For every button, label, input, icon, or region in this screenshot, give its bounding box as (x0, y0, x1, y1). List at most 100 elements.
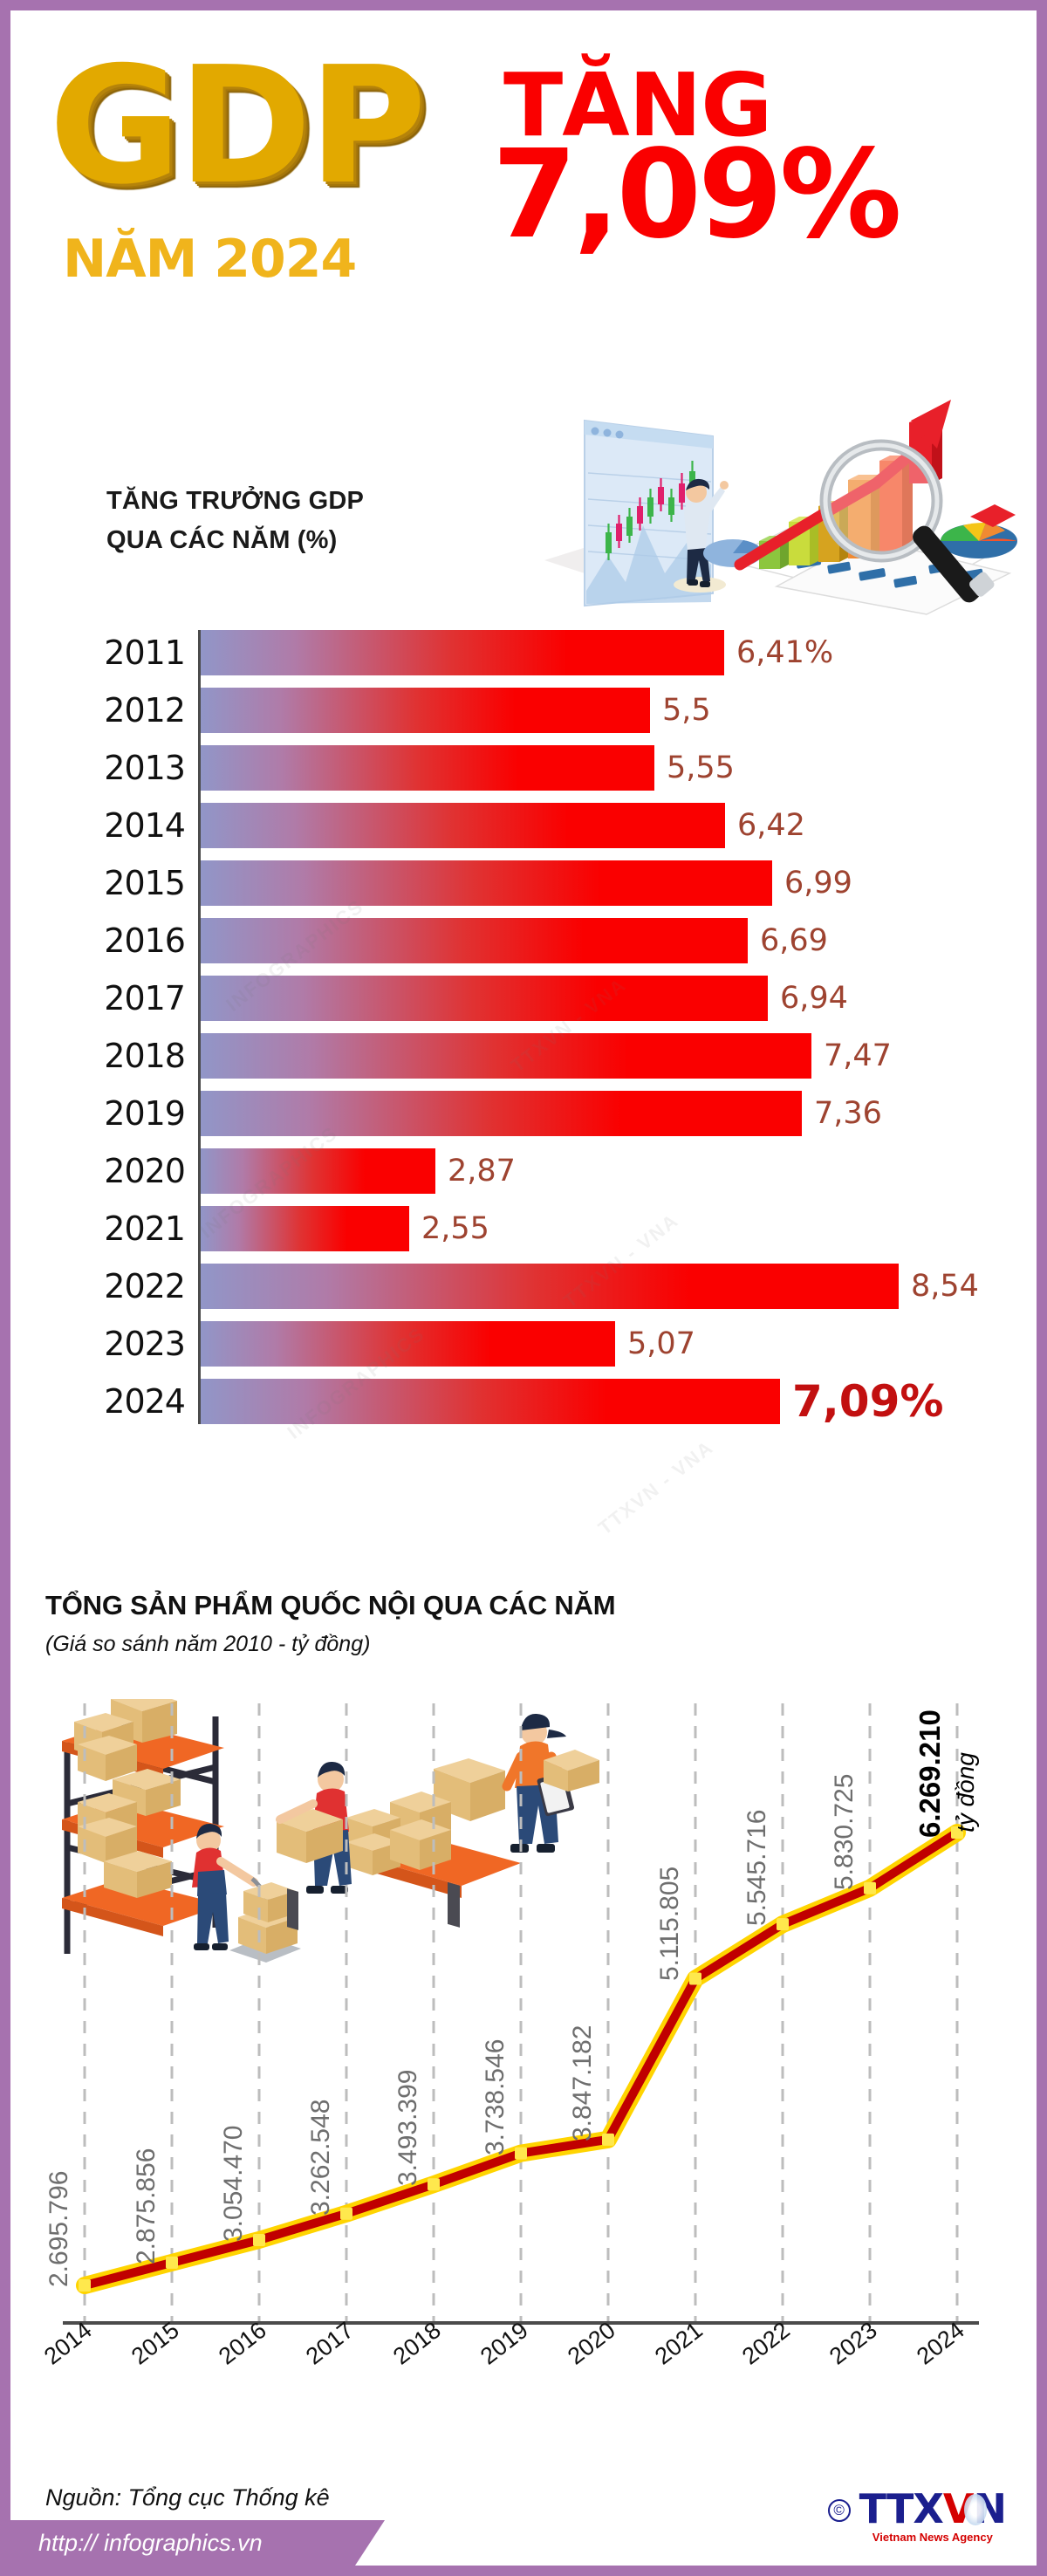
line-chart-value-label: 3.262.548 (306, 2099, 335, 2216)
bar-value-label: 5,07 (627, 1326, 695, 1361)
line-chart-title: TỔNG SẢN PHẨM QUỐC NỘI QUA CÁC NĂM (45, 1590, 616, 1620)
bar-value-label: 6,41% (736, 635, 834, 670)
source-note: Nguồn: Tổng cục Thống kê (45, 2484, 330, 2511)
gdp-total-line-chart: 2.695.796 2.875.856 3.054.470 3.262.548 3.49… (10, 1686, 1023, 2471)
bar-fill (201, 1321, 615, 1367)
header: GDP NĂM 2024 TĂNG 7,09% (10, 10, 1037, 377)
bar-row: 2019 7,36 (10, 1091, 1023, 1136)
line-chart-value-label: 6.269.210 (914, 1709, 946, 1839)
warehouse-illustration (58, 1690, 599, 1983)
bar-value-label: 5,5 (662, 693, 711, 728)
bar-fill (201, 1206, 409, 1251)
analytics-illustration (534, 386, 1023, 626)
line-chart-value-label: 2.875.856 (132, 2148, 161, 2264)
bar-value-label: 7,47 (824, 1038, 892, 1073)
bar-chart-title-line1: TĂNG TRƯỞNG GDP (106, 487, 365, 515)
page-subtitle-year: NĂM 2024 (63, 229, 357, 290)
logo-swoosh-icon (964, 2494, 987, 2525)
bar-value-label: 6,69 (760, 923, 828, 958)
bar-year-label: 2018 (104, 1037, 186, 1075)
line-chart-value-label: 3.738.546 (481, 2038, 510, 2155)
bar-year-label: 2012 (104, 691, 186, 730)
line-chart-value-label: 5.545.716 (742, 1809, 771, 1927)
bar-fill (201, 1379, 780, 1424)
line-chart-point (79, 2279, 91, 2292)
bar-row: 2024 7,09% (10, 1376, 1023, 1427)
bar-row: 2020 2,87 (10, 1148, 1023, 1194)
bar-row: 2016 6,69 (10, 918, 1023, 963)
line-chart-point (253, 2233, 265, 2246)
bar-chart-title: TĂNG TRƯỞNG GDP QUA CÁC NĂM (%) (106, 482, 364, 560)
bar-fill (201, 745, 654, 791)
bar-value-label: 8,54 (911, 1269, 979, 1304)
bar-year-label: 2016 (104, 921, 186, 960)
copyright-icon: © (827, 2499, 851, 2522)
bar-row: 2011 6,41% (10, 630, 1023, 675)
bar-value-label: 5,55 (667, 750, 735, 785)
headline-percent: 7,09% (492, 124, 902, 266)
line-chart-value-label: 3.847.182 (568, 2024, 597, 2141)
bar-value-label: 2,87 (448, 1154, 516, 1189)
line-chart-point (864, 1881, 876, 1894)
bar-year-label: 2020 (104, 1152, 186, 1190)
bar-fill (201, 860, 772, 906)
line-chart-point (340, 2207, 352, 2220)
bar-year-label: 2022 (104, 1267, 186, 1305)
bar-year-label: 2019 (104, 1094, 186, 1133)
bar-fill (201, 1091, 802, 1136)
bar-fill (201, 803, 725, 848)
line-chart-point (951, 1826, 963, 1840)
line-chart-point (166, 2256, 178, 2269)
bar-row: 2015 6,99 (10, 860, 1023, 906)
page-title-gdp: GDP (49, 31, 427, 220)
ttxvn-logo: © TTXVN Vietnam News Agency (827, 2489, 1007, 2544)
website-url-bar[interactable]: http:// infographics.vn (10, 2520, 385, 2566)
gdp-growth-bar-chart: 2011 6,41% 2012 5,5 2013 5,55 2014 6,42 2015 6,99… (10, 621, 1023, 1433)
bar-year-label: 2023 (104, 1325, 186, 1363)
bar-value-label: 6,94 (780, 981, 848, 1016)
bar-fill (201, 918, 748, 963)
bar-fill (201, 1148, 435, 1194)
bar-value-label: 7,09% (792, 1376, 944, 1427)
bar-year-label: 2024 (104, 1382, 186, 1421)
line-chart-value-label: 3.493.399 (393, 2069, 422, 2187)
bar-fill (201, 1264, 899, 1309)
bar-year-label: 2011 (104, 634, 186, 672)
bar-year-label: 2017 (104, 979, 186, 1017)
bar-fill (201, 630, 724, 675)
line-chart-value-label: 5.830.725 (830, 1773, 859, 1890)
bar-chart-axis (198, 630, 201, 1424)
bar-row: 2021 2,55 (10, 1206, 1023, 1251)
line-chart-point (777, 1918, 789, 1931)
line-chart-value-label: 5.115.805 (655, 1866, 684, 1981)
line-chart-value-label: 2.695.796 (44, 2170, 73, 2288)
bar-row: 2013 5,55 (10, 745, 1023, 791)
logo-text-block: TTXVN Vietnam News Agency (859, 2489, 1007, 2544)
bar-fill (201, 1033, 811, 1079)
bar-value-label: 6,99 (784, 866, 852, 901)
bar-chart-title-line2: QUA CÁC NĂM (%) (106, 525, 338, 554)
bar-row: 2018 7,47 (10, 1033, 1023, 1079)
infographic-sheet: GDP NĂM 2024 TĂNG 7,09% TĂNG TRƯỞNG GDP … (10, 10, 1037, 2566)
logo-ttx: TTX (859, 2485, 944, 2532)
line-chart-point (689, 1972, 701, 1985)
bar-year-label: 2021 (104, 1209, 186, 1248)
website-url-text: http:// infographics.vn (38, 2529, 263, 2556)
watermark-text: TTXVN - VNA (593, 1435, 718, 1539)
bar-row: 2014 6,42 (10, 803, 1023, 848)
line-chart-svg (63, 1703, 979, 2325)
line-chart-point (602, 2133, 614, 2146)
bar-year-label: 2015 (104, 864, 186, 902)
logo-tagline: Vietnam News Agency (872, 2531, 993, 2544)
line-chart-value-label: 3.054.470 (219, 2125, 248, 2242)
line-chart-point (428, 2178, 440, 2191)
headline-tang: TĂNG (503, 54, 772, 156)
bar-year-label: 2014 (104, 806, 186, 845)
bar-value-label: 7,36 (814, 1096, 882, 1131)
bar-row: 2023 5,07 (10, 1321, 1023, 1367)
bar-row: 2017 6,94 (10, 976, 1023, 1021)
bar-fill (201, 976, 768, 1021)
line-chart-subtitle: (Giá so sánh năm 2010 - tỷ đồng) (45, 1632, 371, 1656)
line-chart-point (515, 2147, 527, 2160)
